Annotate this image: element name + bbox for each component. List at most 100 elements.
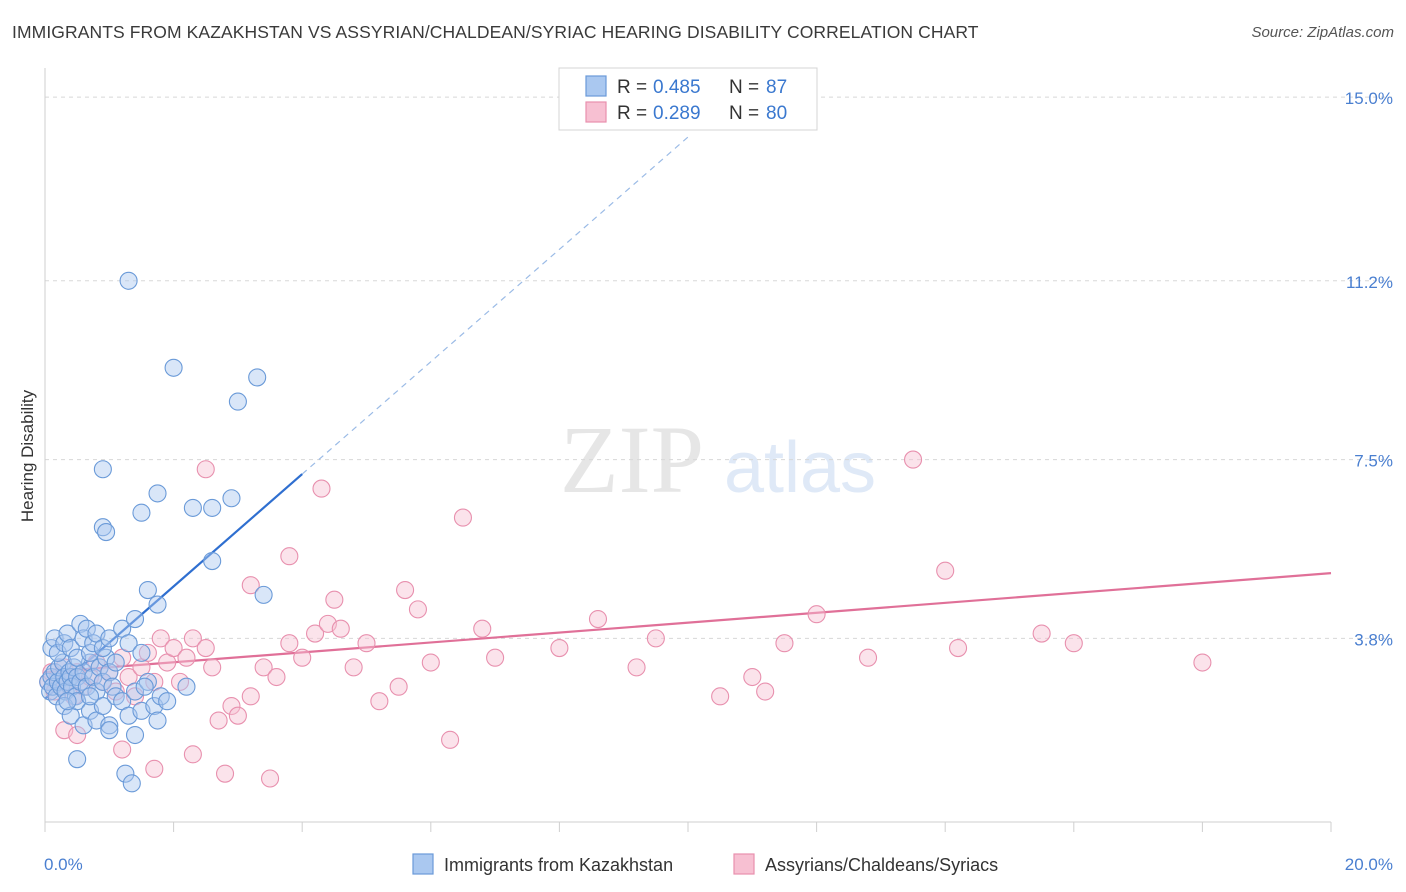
point-assyrian [1193, 653, 1212, 672]
point-kazakhstan [103, 677, 122, 696]
bottom-legend-label-pink: Assyrians/Chaldeans/Syriacs [765, 855, 998, 875]
point-kazakhstan [100, 716, 119, 735]
point-kazakhstan [135, 677, 154, 696]
legend-box: R = 0.485 N = 87 R = 0.289 N = 80 [558, 67, 818, 131]
point-kazakhstan [61, 638, 80, 658]
point-assyrian [949, 638, 968, 658]
point-kazakhstan [222, 489, 241, 508]
point-assyrian [775, 634, 794, 653]
point-kazakhstan [100, 629, 119, 648]
point-assyrian [344, 658, 363, 677]
point-kazakhstan [58, 692, 77, 711]
y-tick-label: 3.8% [1354, 630, 1393, 649]
y-tick-label: 15.0% [1345, 89, 1393, 108]
point-kazakhstan [93, 672, 112, 691]
point-kazakhstan [100, 721, 119, 740]
point-assyrian [858, 648, 878, 667]
axes [44, 68, 1332, 832]
point-kazakhstan [254, 585, 273, 604]
bottom-legend-swatch-blue [412, 853, 434, 875]
point-kazakhstan [125, 609, 145, 629]
point-kazakhstan [106, 653, 125, 672]
point-kazakhstan [47, 687, 66, 706]
point-kazakhstan [119, 634, 138, 653]
point-assyrian [183, 745, 202, 764]
point-assyrian [756, 682, 775, 701]
point-kazakhstan [125, 682, 145, 701]
point-kazakhstan [93, 696, 112, 716]
legend-r-value-1: 0.485 [653, 77, 701, 98]
point-kazakhstan [228, 392, 247, 411]
point-kazakhstan [122, 774, 141, 793]
point-assyrian [203, 658, 222, 677]
y-tick-label: 7.5% [1354, 452, 1393, 471]
point-assyrian [807, 605, 826, 624]
point-assyrian [936, 561, 955, 580]
point-assyrian [177, 648, 196, 667]
point-assyrian [1032, 624, 1051, 643]
bottom-legend-swatch-pink [733, 853, 755, 875]
point-assyrian [370, 692, 389, 711]
point-assyrian [209, 711, 228, 730]
point-kazakhstan [138, 672, 157, 691]
legend-swatch-pink [585, 101, 607, 123]
point-kazakhstan [203, 498, 222, 517]
point-assyrian [903, 450, 923, 469]
data-points [39, 271, 1212, 793]
legend-r-value-2: 0.289 [653, 103, 701, 124]
point-assyrian [280, 634, 299, 653]
point-assyrian [396, 581, 415, 600]
point-assyrian [222, 696, 241, 716]
point-kazakhstan [203, 552, 222, 571]
bottom-legend-label-blue: Immigrants from Kazakhstan [444, 855, 673, 875]
point-kazakhstan [132, 643, 151, 662]
point-kazakhstan [148, 595, 167, 614]
point-assyrian [196, 638, 215, 658]
legend-n-value-1: 87 [766, 77, 787, 98]
point-kazakhstan [158, 692, 177, 711]
legend-n-value-2: 80 [766, 103, 787, 124]
tick-labels: 3.8% 7.5% 11.2% 15.0% 0.0% 20.0% [44, 89, 1393, 874]
point-kazakhstan [80, 687, 100, 706]
point-assyrian [151, 629, 170, 648]
legend-r-label-1: R = [617, 77, 647, 98]
point-assyrian [357, 634, 376, 653]
point-assyrian [408, 600, 427, 619]
bottom-legend: Immigrants from Kazakhstan Assyrians/Cha… [412, 853, 998, 875]
source-label: Source: ZipAtlas.com [1251, 24, 1394, 41]
point-assyrian [267, 667, 286, 687]
point-assyrian [215, 764, 235, 783]
trend-line-kazakhstan-extension [301, 136, 689, 475]
point-assyrian [228, 706, 247, 725]
point-kazakhstan [93, 518, 112, 537]
point-assyrian [138, 643, 157, 662]
x-tick-label-max: 20.0% [1345, 855, 1393, 874]
point-assyrian [241, 576, 260, 595]
point-kazakhstan [116, 764, 135, 783]
y-tick-label: 11.2% [1346, 273, 1393, 292]
point-kazakhstan [125, 725, 145, 745]
point-assyrian [325, 590, 344, 609]
point-assyrian [254, 658, 273, 677]
point-kazakhstan [100, 663, 119, 682]
point-assyrian [312, 479, 331, 498]
point-kazakhstan [93, 460, 112, 479]
point-kazakhstan [148, 711, 167, 730]
point-assyrian [421, 653, 440, 672]
point-kazakhstan [138, 581, 157, 600]
point-kazakhstan [62, 677, 82, 696]
point-kazakhstan [53, 653, 73, 672]
point-assyrian [711, 687, 730, 706]
point-assyrian [473, 619, 492, 638]
point-assyrian [164, 638, 183, 658]
point-assyrian [68, 725, 87, 745]
point-assyrian [627, 658, 646, 677]
point-assyrian [106, 682, 125, 701]
point-assyrian [1064, 634, 1083, 653]
point-assyrian [743, 667, 762, 687]
legend-swatch-blue [585, 75, 607, 97]
legend-n-label-2: N = [729, 103, 759, 124]
point-assyrian [550, 638, 569, 658]
trend-line-assyrian [44, 572, 1332, 674]
